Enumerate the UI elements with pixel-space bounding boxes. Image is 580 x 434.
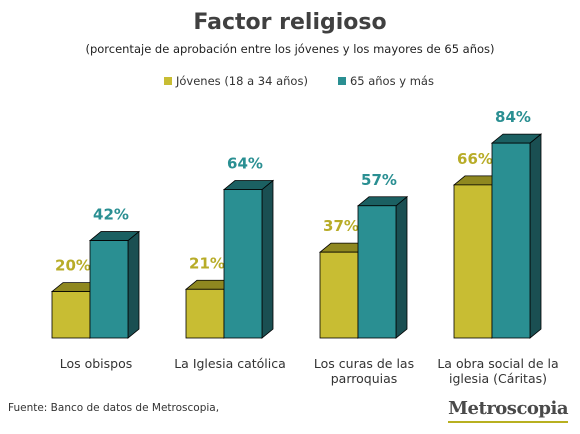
legend-item-old: 65 años y más [337, 74, 434, 88]
data-label-young-0: 20% [55, 257, 91, 275]
legend-label-old: 65 años y más [349, 74, 434, 88]
bar-young-1 [185, 288, 225, 339]
bar-old-2 [357, 205, 397, 339]
data-label-old-3: 84% [495, 108, 531, 126]
legend-swatch-old [337, 77, 346, 85]
bar-young-2 [319, 251, 359, 339]
category-label-line: Los obispos [59, 356, 133, 371]
bar-side-old-0 [127, 230, 140, 339]
category-label-2: Los curas de las parroquias [294, 356, 434, 386]
data-label-old-1: 64% [227, 155, 263, 173]
legend-label-young: Jóvenes (18 a 34 años) [176, 74, 308, 88]
category-label-line: La obra social de la [437, 356, 559, 371]
data-label-young-3: 66% [457, 150, 493, 168]
bar-old-1 [223, 189, 263, 339]
chart-title: Factor religioso [193, 10, 387, 35]
bar-side-old-2 [395, 195, 408, 339]
bar-old-0 [89, 240, 129, 339]
bar-side-old-3 [529, 133, 542, 339]
bar-old-3 [491, 142, 531, 339]
source-note: Fuente: Banco de datos de Metroscopia, [8, 402, 220, 414]
data-label-young-2: 37% [323, 217, 359, 235]
category-label-line: Los curas de las [313, 356, 415, 371]
category-label-3: La obra social de la iglesia (Cáritas) [428, 356, 568, 386]
legend-swatch-young [164, 77, 172, 85]
chart-subtitle: (porcentaje de aprobación entre los jóve… [85, 42, 495, 56]
category-label-line: La Iglesia católica [174, 356, 286, 371]
legend: Jóvenes (18 a 34 años) 65 años y más [164, 74, 464, 88]
bar-side-old-1 [261, 179, 274, 339]
metroscopia-logo: Metroscopia [448, 398, 568, 419]
category-label-line: iglesia (Cáritas) [448, 371, 548, 386]
bar-young-0 [51, 291, 91, 339]
data-label-old-0: 42% [93, 206, 129, 224]
logo-underline [448, 421, 568, 423]
category-label-1: La Iglesia católica [160, 356, 300, 371]
legend-item-young: Jóvenes (18 a 34 años) [164, 74, 308, 88]
data-label-old-2: 57% [361, 171, 397, 189]
category-label-line: parroquias [330, 371, 398, 386]
data-label-young-1: 21% [189, 254, 225, 272]
category-label-0: Los obispos [26, 356, 166, 371]
bar-young-3 [453, 184, 493, 339]
